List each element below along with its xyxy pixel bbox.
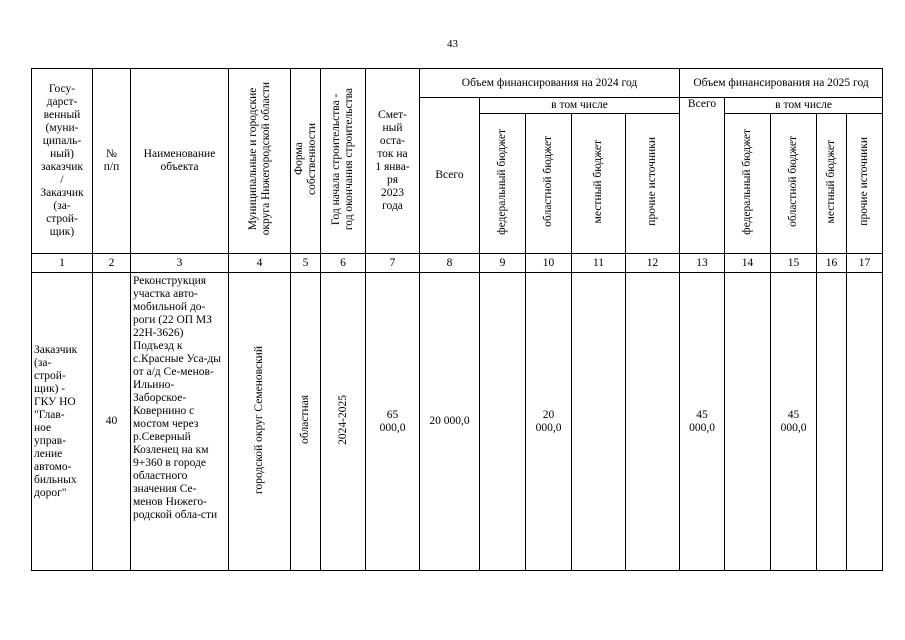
cell-other-2024 bbox=[624, 272, 681, 571]
cell-municipality: городской округ Семеновский bbox=[228, 272, 291, 571]
header-num: № п/п bbox=[92, 68, 131, 254]
cell-local-2024 bbox=[571, 272, 626, 571]
financing-table: Госу- дарст- венный (муни- ципаль- ный) … bbox=[31, 68, 884, 571]
cell-other-2025 bbox=[846, 272, 884, 571]
cell-total-2025: 45 000,0 bbox=[679, 272, 726, 571]
header-local-2024: местный бюджет bbox=[571, 113, 626, 254]
column-number: 3 bbox=[130, 253, 229, 273]
column-number: 5 bbox=[290, 253, 321, 273]
header-years: Год начала строительства - год окончания… bbox=[320, 68, 366, 254]
cell-local-2025 bbox=[816, 272, 848, 571]
column-number: 15 bbox=[770, 253, 818, 273]
cell-years: 2024-2025 bbox=[320, 272, 366, 571]
cell-estimate: 65 000,0 bbox=[365, 272, 420, 571]
header-estimate: Смет- ный оста- ток на 1 янва- ря 2023 г… bbox=[365, 68, 420, 254]
column-number: 8 bbox=[419, 253, 480, 273]
cell-regional-2024: 20 000,0 bbox=[525, 272, 572, 571]
cell-federal-2025 bbox=[724, 272, 772, 571]
column-number: 6 bbox=[320, 253, 366, 273]
column-number: 4 bbox=[228, 253, 291, 273]
header-including-2024: в том числе bbox=[478, 97, 681, 114]
header-fin-2025: Объем финансирования на 2025 год bbox=[679, 68, 884, 98]
page-number: 43 bbox=[447, 38, 458, 50]
header-municipality: Муниципальные и городские округа Нижегор… bbox=[228, 68, 291, 254]
header-fin-2024: Объем финансирования на 2024 год bbox=[418, 68, 681, 98]
header-total-2025: Всего bbox=[679, 97, 726, 254]
header-federal-2025: федеральный бюджет bbox=[724, 113, 772, 254]
cell-total-2024: 20 000,0 bbox=[419, 272, 480, 571]
cell-num: 40 bbox=[92, 272, 131, 571]
header-regional-2025: областной бюджет bbox=[770, 113, 818, 254]
header-total-2024: Всего bbox=[419, 97, 480, 254]
column-number: 13 bbox=[679, 253, 726, 273]
cell-customer: Заказчик (за- строй- щик) - ГКУ НО "Глав… bbox=[31, 272, 93, 571]
column-number: 1 bbox=[31, 253, 93, 273]
cell-ownership: областная bbox=[290, 272, 321, 571]
column-number: 7 bbox=[365, 253, 420, 273]
column-number: 9 bbox=[479, 253, 526, 273]
table-row: Заказчик (за- строй- щик) - ГКУ НО "Глав… bbox=[31, 272, 884, 571]
header-name: Наименование объекта bbox=[130, 68, 229, 254]
header-ownership: Форма собственности bbox=[290, 68, 321, 254]
column-number: 10 bbox=[525, 253, 572, 273]
column-number: 17 bbox=[846, 253, 884, 273]
cell-name: Реконструкция участка авто-мобильной до-… bbox=[130, 272, 229, 571]
header-other-2024: прочие источники bbox=[624, 113, 681, 254]
column-number: 12 bbox=[624, 253, 681, 273]
cell-federal-2024 bbox=[479, 272, 526, 571]
header-customer: Госу- дарст- венный (муни- ципаль- ный) … bbox=[31, 68, 93, 254]
column-number: 16 bbox=[816, 253, 848, 273]
header-other-2025: прочие источники bbox=[846, 113, 884, 254]
header-regional-2024: областной бюджет bbox=[525, 113, 572, 254]
header-local-2025: местный бюджет bbox=[816, 113, 848, 254]
column-number: 11 bbox=[571, 253, 626, 273]
header-including-2025: в том числе bbox=[724, 97, 884, 114]
cell-regional-2025: 45 000,0 bbox=[770, 272, 818, 571]
column-number: 14 bbox=[724, 253, 772, 273]
column-number: 2 bbox=[92, 253, 131, 273]
column-numbers-row: 1 2 3 4 5 6 7 8 9 10 11 12 13 14 15 16 1… bbox=[31, 253, 884, 273]
header-federal-2024: федеральный бюджет bbox=[479, 113, 526, 254]
